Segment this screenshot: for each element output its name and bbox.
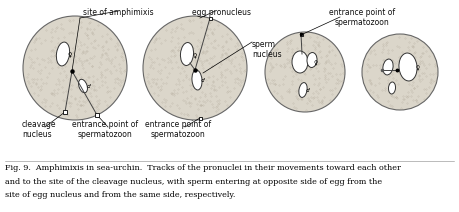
Text: and to the site of the cleavage nucleus, with sperm entering at opposite side of: and to the site of the cleavage nucleus,… <box>5 177 382 186</box>
Text: ♀: ♀ <box>193 54 197 60</box>
Text: ♀: ♀ <box>67 53 73 59</box>
Text: entrance point of
spermatozoon: entrance point of spermatozoon <box>329 8 395 27</box>
Text: site of egg nucleus and from the same side, respectively.: site of egg nucleus and from the same si… <box>5 191 235 199</box>
Circle shape <box>265 32 345 112</box>
Bar <box>300 32 302 35</box>
Text: ♀: ♀ <box>313 61 317 67</box>
Text: entrance point of
spermatozoon: entrance point of spermatozoon <box>145 120 211 139</box>
Ellipse shape <box>299 83 307 98</box>
Text: entrance point of
spermatozoon: entrance point of spermatozoon <box>72 120 138 139</box>
Ellipse shape <box>56 42 70 66</box>
Ellipse shape <box>307 53 317 67</box>
Circle shape <box>23 16 127 120</box>
Ellipse shape <box>388 82 396 94</box>
Ellipse shape <box>383 59 393 75</box>
Text: ♂: ♂ <box>87 84 91 88</box>
Text: ♂: ♂ <box>306 88 310 92</box>
Bar <box>208 17 212 20</box>
Bar <box>95 113 99 117</box>
Text: cleavage
nucleus: cleavage nucleus <box>22 120 56 139</box>
Bar <box>63 110 67 114</box>
Text: ♂: ♂ <box>201 78 205 82</box>
Text: site of amphimixis: site of amphimixis <box>83 8 153 17</box>
Bar <box>198 117 202 120</box>
Ellipse shape <box>78 79 88 93</box>
Ellipse shape <box>180 43 194 66</box>
Ellipse shape <box>399 53 417 81</box>
Text: Fig. 9.  Amphimixis in sea-urchin.  Tracks of the pronuclei in their movements t: Fig. 9. Amphimixis in sea-urchin. Tracks… <box>5 164 401 172</box>
Circle shape <box>143 16 247 120</box>
Ellipse shape <box>292 51 308 73</box>
Text: sperm
nucleus: sperm nucleus <box>252 40 282 59</box>
Text: ♀: ♀ <box>416 66 420 72</box>
Circle shape <box>362 34 438 110</box>
Ellipse shape <box>192 70 202 90</box>
Text: egg pronucleus: egg pronucleus <box>192 8 252 17</box>
